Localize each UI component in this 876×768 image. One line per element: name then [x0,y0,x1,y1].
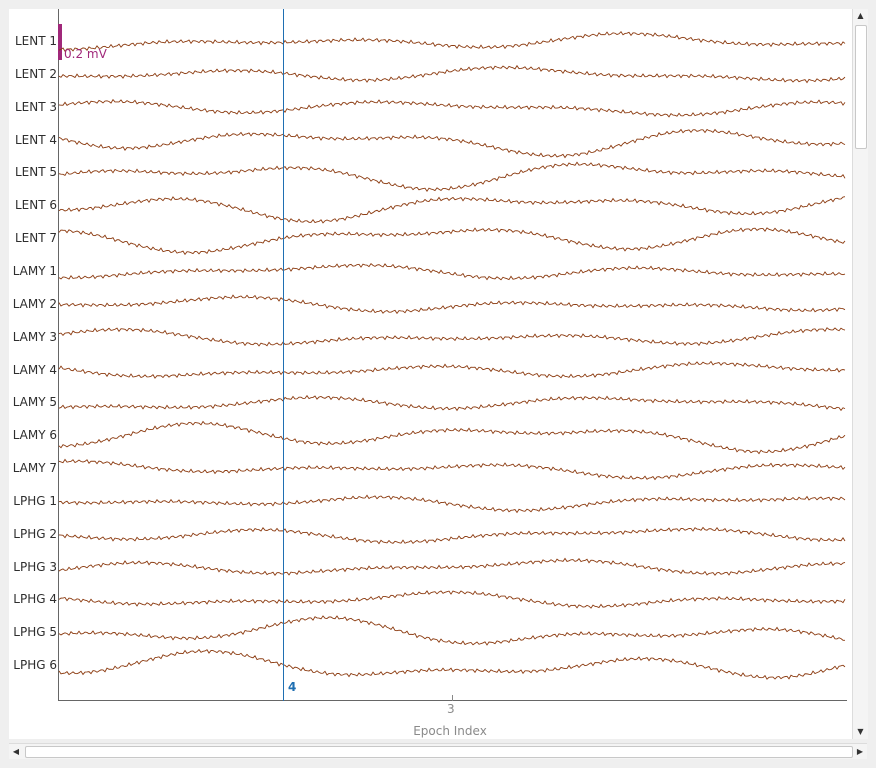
horizontal-scrollbar[interactable]: ◀ ▶ [9,743,867,759]
channel-label: LENT 7 [14,231,57,246]
channel-trace [58,262,846,281]
channel-label: LENT 5 [14,165,57,180]
channel-trace [58,64,846,84]
vertical-scrollbar[interactable]: ▲ ▼ [852,9,868,739]
channel-trace [58,360,846,379]
channel-trace [58,227,846,256]
channel-label: LPHG 5 [13,625,57,640]
channel-label: LAMY 6 [12,428,57,443]
epoch-marker-label: 4 [288,680,297,694]
channel-traces [58,31,846,680]
channel-trace [58,557,846,576]
channel-trace [58,161,846,193]
channel-trace [58,615,846,646]
arrow-down-icon[interactable]: ▼ [857,727,864,736]
channel-label: LPHG 4 [13,592,57,607]
channel-label: LAMY 1 [12,263,57,278]
channel-label: LENT 3 [14,99,57,114]
x-tick-label: 3 [447,702,455,716]
channel-label: LENT 2 [14,66,57,81]
channel-trace [58,458,846,481]
channel-label: LAMY 4 [12,362,57,377]
vertical-scroll-thumb[interactable] [855,25,867,149]
channel-label: LAMY 3 [12,329,57,344]
channel-trace [58,31,846,52]
channel-trace [58,128,846,159]
channel-label: LAMY 7 [12,461,57,476]
signal-plot[interactable] [9,9,852,739]
channel-trace [58,196,846,224]
channel-trace [58,420,846,455]
arrow-right-icon[interactable]: ▶ [856,747,864,756]
channel-trace [58,648,846,680]
channel-trace [58,494,846,514]
arrow-left-icon[interactable]: ◀ [12,747,20,756]
channel-trace [58,590,846,609]
arrow-up-icon[interactable]: ▲ [857,11,864,20]
channel-label: LENT 4 [14,132,57,147]
scale-bar [58,24,62,60]
channel-label: LAMY 2 [12,296,57,311]
channel-label: LPHG 1 [13,493,57,508]
scale-bar-label: 0.2 mV [64,47,107,61]
channel-label: LENT 6 [14,198,57,213]
channel-label: LAMY 5 [12,395,57,410]
channel-label: LPHG 2 [13,526,57,541]
x-axis-title: Epoch Index [413,724,487,738]
channel-label: LPHG 3 [13,559,57,574]
channel-trace [58,327,846,347]
channel-trace [58,294,846,315]
channel-trace [58,526,846,545]
horizontal-scroll-thumb[interactable] [25,746,853,758]
channel-label: LPHG 6 [13,658,57,673]
channel-trace [58,98,846,118]
signal-plot-panel[interactable]: LENT 1 LENT 2 LENT 3 LENT 4 LENT 5 LENT 6 LENT… [9,9,852,739]
channel-label: LENT 1 [14,34,57,48]
channel-trace [58,394,846,412]
